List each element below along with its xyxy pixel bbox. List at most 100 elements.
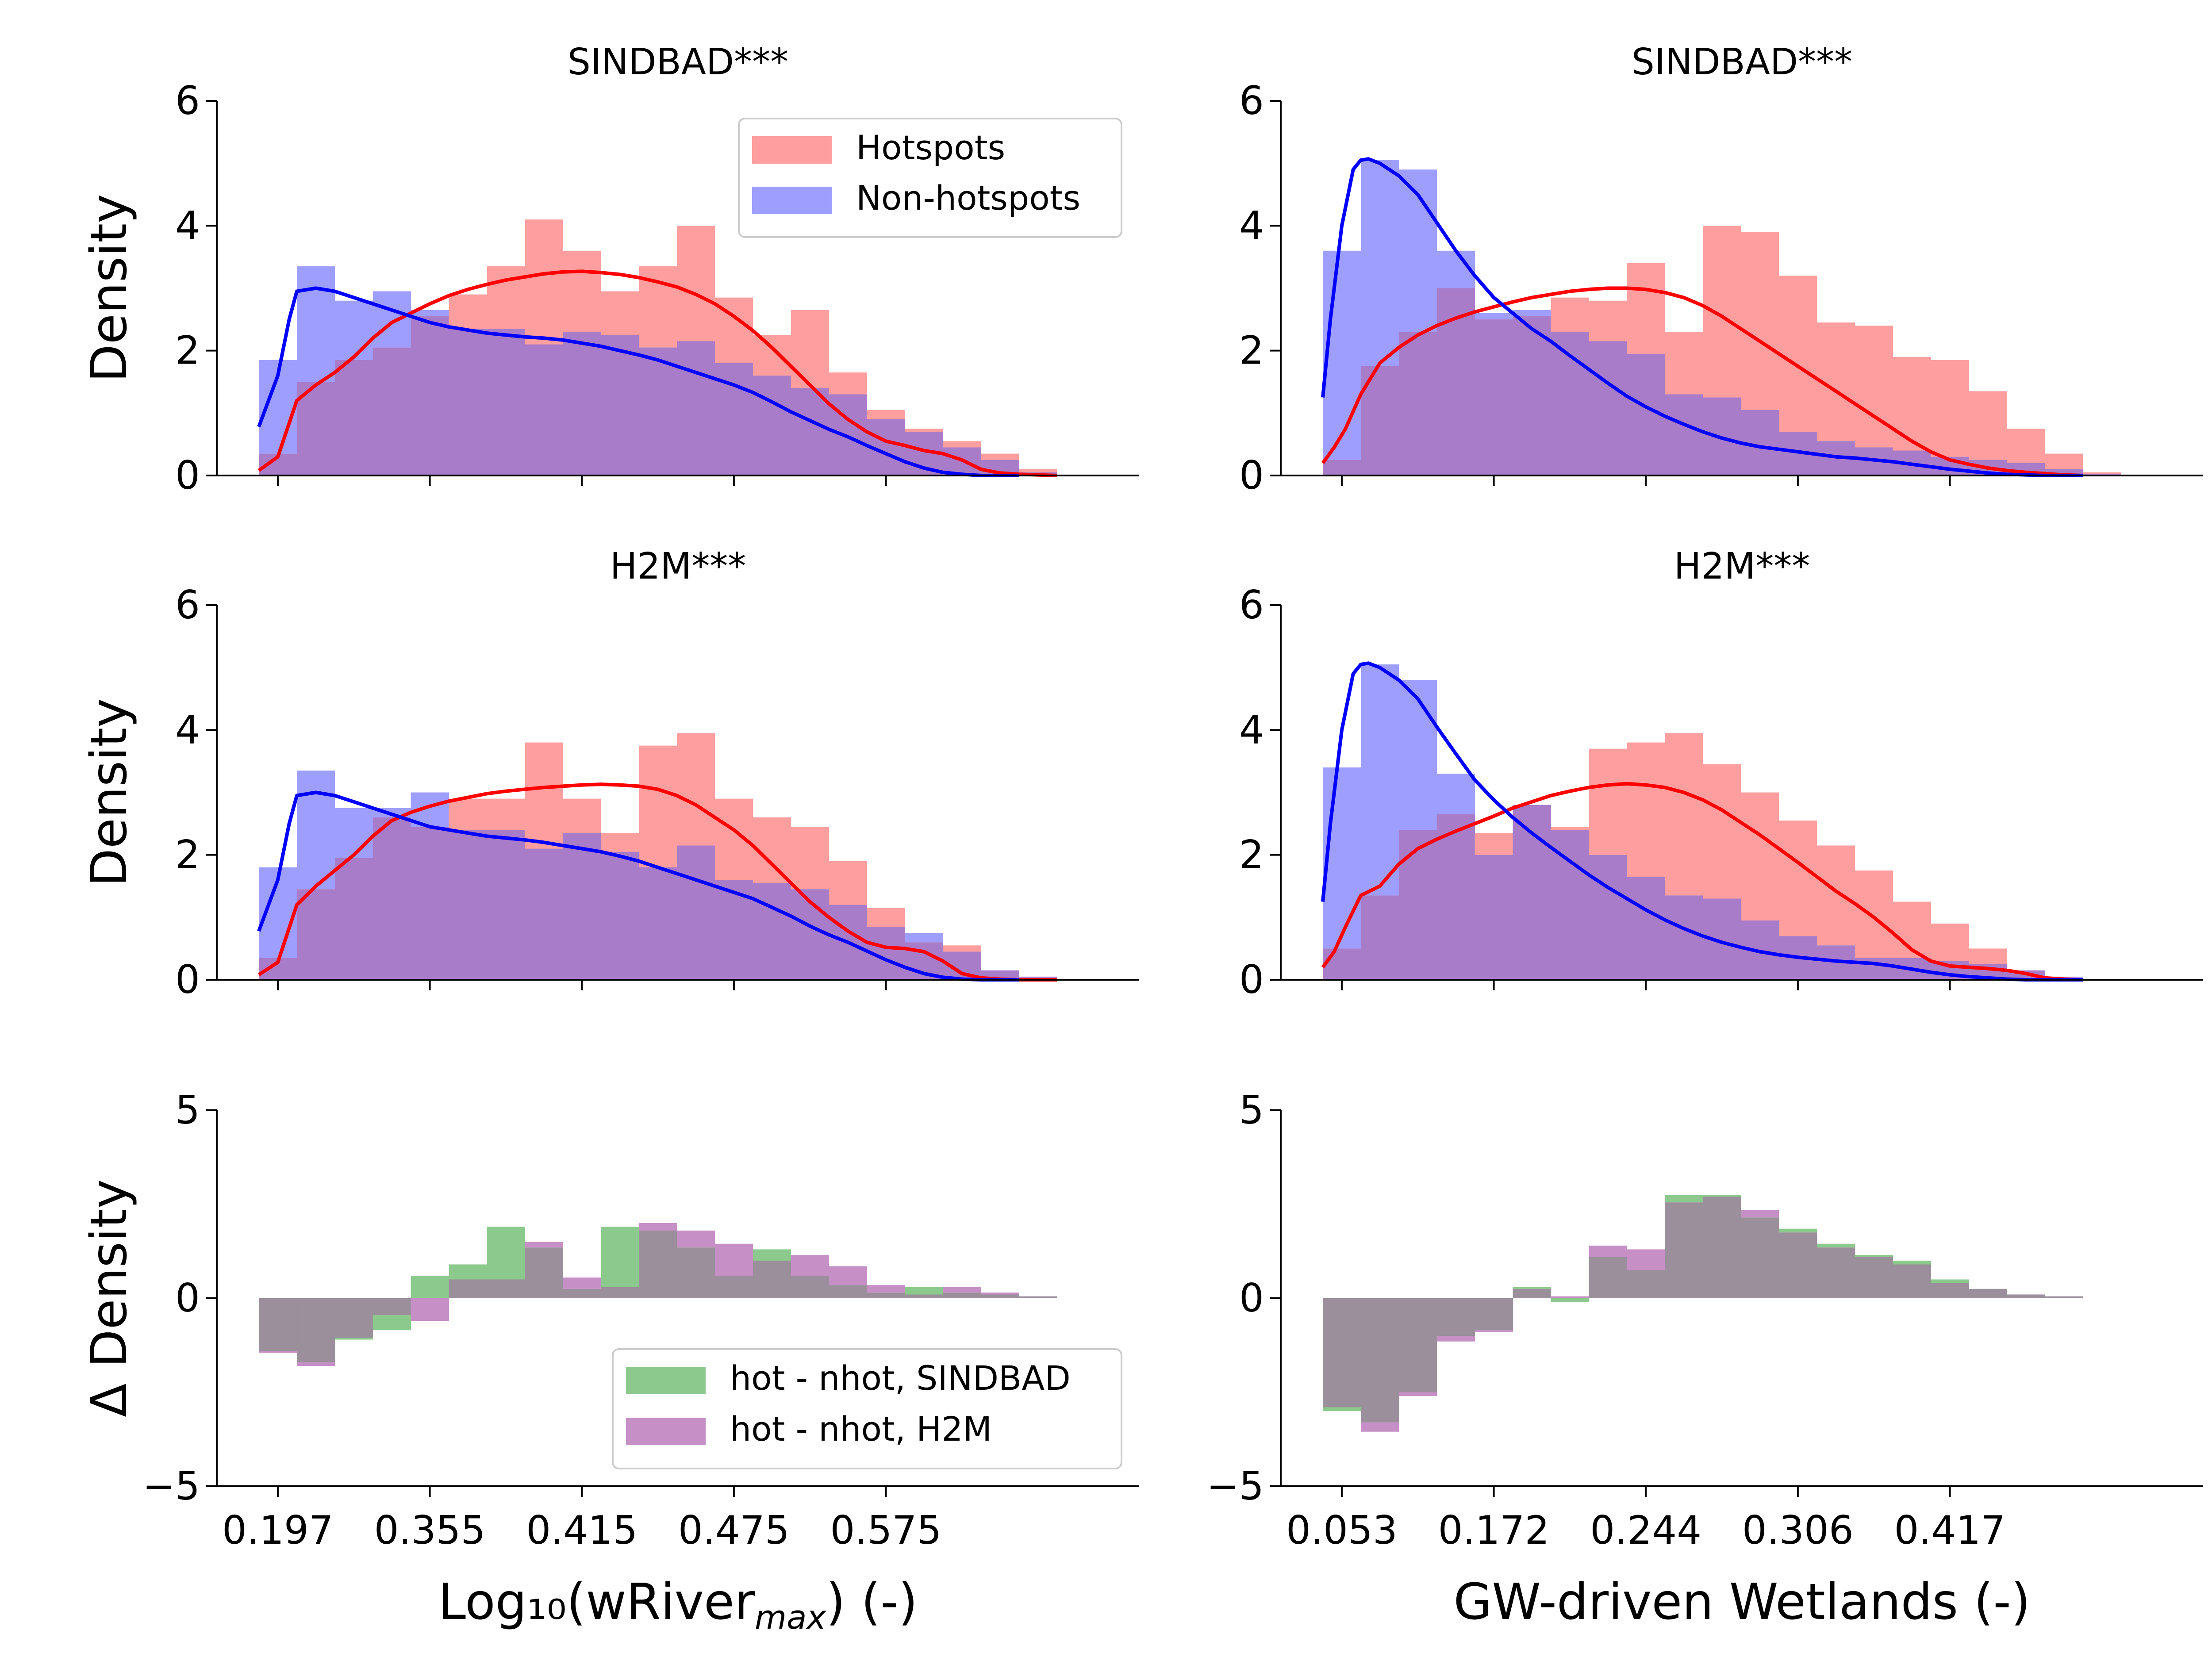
x-tick-label: 0.306 [1742, 1507, 1854, 1553]
bar-overlap [1589, 855, 1627, 980]
bar-overlap [487, 329, 525, 476]
bar-overlap [525, 1247, 563, 1298]
bar-Hotspots [2007, 429, 2045, 463]
bar-Hotspots [1816, 845, 1855, 946]
bar-overlap [563, 332, 601, 476]
y-tick-label: 2 [175, 832, 200, 878]
y-axis-label: Density [81, 194, 138, 383]
y-tick-label: 0 [175, 957, 200, 1002]
bar-Hotspots [525, 742, 563, 849]
bar-overlap [714, 1276, 753, 1298]
kde-line-hotspots [257, 782, 1057, 982]
bar-hot - nhot, H2M [1741, 1210, 1779, 1218]
legend-label: Hotspots [856, 128, 1005, 167]
bar-overlap [296, 889, 335, 980]
x-axis-label-sub: max [755, 1599, 826, 1637]
bar-overlap [1665, 394, 1703, 476]
y-tick-label: 0 [1239, 1275, 1264, 1321]
legend-frame [738, 118, 1122, 238]
x-tick-label: 0.355 [374, 1507, 486, 1553]
x-tick-label: 0.417 [1894, 1507, 2006, 1553]
bar-Non-hotspots [1513, 310, 1551, 317]
bar-overlap [1436, 814, 1475, 980]
bar-Hotspots [1969, 391, 2007, 460]
panel-right-sindbad: 0 2 4 6 SINDBAD*** [1239, 41, 2203, 498]
y-tick-label: 2 [175, 328, 200, 373]
bar-hot - nhot, H2M [525, 1242, 563, 1248]
bar-Hotspots [1855, 326, 1893, 448]
kde-line-non-hotspots [257, 790, 1019, 982]
bar-overlap [677, 1247, 715, 1298]
bar-overlap [943, 1292, 981, 1298]
bar-hot - nhot, SINDBAD [411, 1276, 449, 1298]
panel-right-h2m: 0 2 4 6 H2M*** [1239, 545, 2203, 1002]
bar-Hotspots [601, 291, 639, 335]
bar-overlap [449, 1279, 487, 1298]
bar-Hotspots [867, 908, 905, 927]
bar-hot - nhot, SINDBAD [905, 1287, 943, 1295]
y-tick-label: 5 [175, 1087, 200, 1133]
bar-Hotspots [1475, 833, 1513, 855]
bar-overlap [449, 830, 487, 980]
bar-Hotspots [1778, 276, 1817, 432]
bar-overlap [411, 827, 449, 980]
x-axis-label-left: Log₁₀(wRivermax) (-) [438, 1573, 918, 1637]
bars [259, 219, 1057, 476]
x-axis-label-part: Log₁₀(wRiver [438, 1573, 755, 1631]
bar-overlap [677, 845, 715, 980]
bar-Hotspots [791, 827, 830, 890]
bar-overlap [563, 833, 601, 980]
bar-overlap [753, 883, 791, 980]
kde-line-hotspots [1321, 782, 2083, 982]
bar-hot - nhot, H2M [1398, 1392, 1437, 1396]
bar-Hotspots [2083, 472, 2121, 475]
bar-overlap [449, 329, 487, 476]
bar-overlap [1931, 1283, 1969, 1298]
bar-Hotspots [867, 410, 905, 419]
bar-Hotspots [1741, 792, 1779, 920]
legend-swatch [752, 187, 832, 214]
y-tick-label: 4 [175, 203, 200, 248]
bar-overlap [981, 1294, 1019, 1298]
bar-Hotspots [1931, 923, 1969, 961]
bar-hot - nhot, SINDBAD [1855, 1255, 1893, 1257]
bar-overlap [2045, 1296, 2083, 1298]
bar-Non-hotspots [1475, 313, 1513, 320]
bar-hot - nhot, H2M [1436, 1336, 1475, 1342]
legend-frame [612, 1348, 1122, 1469]
bar-overlap [639, 347, 677, 476]
bar-overlap [373, 347, 411, 476]
bar-Hotspots [1627, 263, 1665, 354]
bar-hot - nhot, SINDBAD [487, 1227, 525, 1280]
bar-overlap [791, 889, 830, 980]
bar-hot - nhot, SINDBAD [1816, 1243, 1855, 1248]
panel-right-delta: −5 0 5 0.053 0.172 0.244 0.306 0.417 [1206, 1087, 2203, 1553]
bar-overlap [1741, 1217, 1779, 1298]
legend-label: hot - nhot, H2M [730, 1409, 992, 1449]
y-tick-label: 4 [175, 707, 200, 752]
bar-overlap [373, 817, 411, 980]
bar-Hotspots [1589, 300, 1627, 341]
x-tick-label: 0.575 [830, 1507, 942, 1553]
bar-overlap [639, 867, 677, 980]
bar-hot - nhot, H2M [1360, 1422, 1399, 1432]
legend-top: Hotspots Non-hotspots [738, 118, 1122, 238]
y-tick-label: −5 [142, 1463, 200, 1509]
bar-overlap [525, 344, 563, 476]
bar-hot - nhot, H2M [677, 1231, 715, 1248]
y-tick-label: −5 [1206, 1463, 1264, 1509]
bar-hot - nhot, H2M [714, 1243, 753, 1276]
bar-Hotspots [1703, 764, 1741, 899]
bar-hot - nhot, H2M [1475, 1330, 1513, 1332]
bar-hot - nhot, H2M [259, 1351, 297, 1353]
bar-overlap [791, 388, 830, 476]
bar-overlap [1778, 1232, 1817, 1298]
y-axis-label: Δ Density [81, 1179, 138, 1417]
bar-overlap [1551, 332, 1589, 476]
bar-overlap [1513, 1289, 1551, 1298]
bar-Hotspots [791, 310, 830, 388]
x-axis-label-right: GW-driven Wetlands (-) [1453, 1573, 2030, 1631]
x-tick-label: 0.415 [526, 1507, 637, 1553]
bars [259, 733, 1057, 980]
bar-hot - nhot, H2M [791, 1255, 830, 1276]
